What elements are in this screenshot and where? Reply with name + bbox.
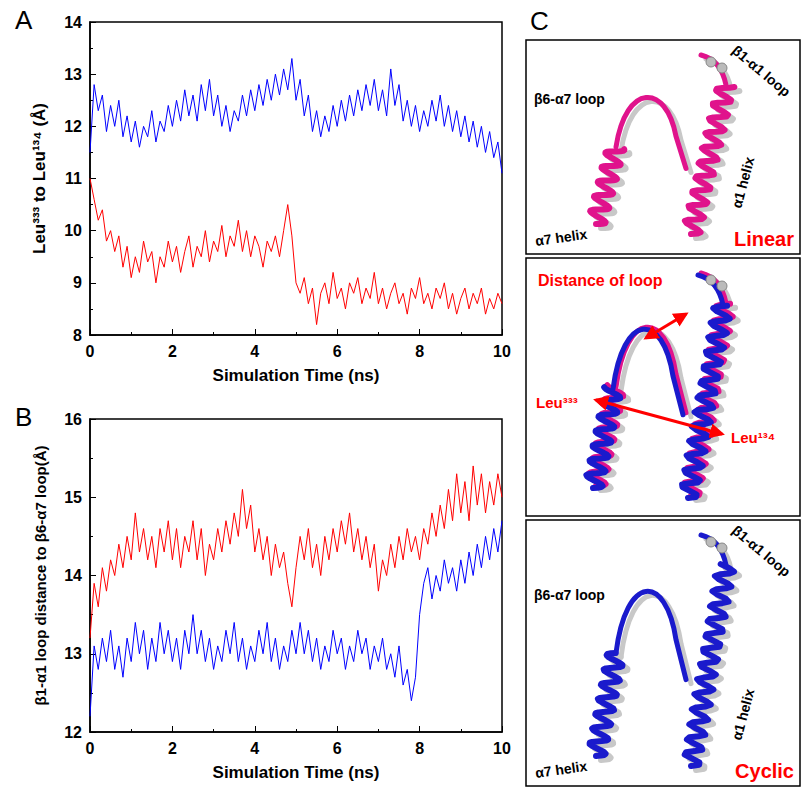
svg-text:16: 16 [64, 411, 82, 428]
svg-text:0: 0 [86, 343, 95, 360]
svg-text:9: 9 [73, 274, 82, 291]
svg-text:B: B [15, 402, 32, 432]
svg-text:12: 12 [64, 724, 82, 741]
svg-text:13: 13 [64, 66, 82, 83]
svg-text:β6-α7 loop: β6-α7 loop [534, 587, 605, 603]
svg-text:14: 14 [64, 14, 82, 31]
svg-text:10: 10 [493, 740, 511, 757]
svg-text:8: 8 [73, 327, 82, 344]
svg-text:Leu³³³ to Leu¹³⁴ (Å): Leu³³³ to Leu¹³⁴ (Å) [30, 103, 49, 254]
svg-text:2: 2 [168, 740, 177, 757]
svg-text:α7 helix: α7 helix [534, 758, 588, 781]
svg-text:14: 14 [64, 567, 82, 584]
svg-text:6: 6 [333, 343, 342, 360]
svg-text:A: A [15, 5, 33, 35]
svg-text:α1 helix: α1 helix [728, 155, 757, 210]
svg-text:α1 helix: α1 helix [728, 687, 757, 742]
svg-text:β6-α7 loop: β6-α7 loop [534, 91, 605, 107]
svg-text:2: 2 [168, 343, 177, 360]
svg-text:Leu³³³: Leu³³³ [536, 394, 578, 411]
svg-text:α7 helix: α7 helix [534, 226, 588, 249]
svg-text:Linear: Linear [734, 228, 794, 250]
svg-text:C: C [530, 6, 549, 36]
svg-text:Simulation Time (ns): Simulation Time (ns) [213, 366, 380, 385]
svg-text:Distance of loop: Distance of loop [538, 272, 663, 289]
svg-text:10: 10 [493, 343, 511, 360]
svg-text:12: 12 [64, 118, 82, 135]
svg-text:0: 0 [86, 740, 95, 757]
svg-text:8: 8 [415, 343, 424, 360]
svg-text:β1-α1 loop distance to β6-α7 l: β1-α1 loop distance to β6-α7 loop(Å) [32, 445, 49, 705]
svg-text:15: 15 [64, 489, 82, 506]
svg-text:13: 13 [64, 645, 82, 662]
svg-text:8: 8 [415, 740, 424, 757]
svg-text:4: 4 [250, 740, 259, 757]
svg-text:Cyclic: Cyclic [735, 760, 794, 782]
svg-text:6: 6 [333, 740, 342, 757]
svg-text:β1-α1 loop: β1-α1 loop [729, 522, 794, 580]
svg-text:β1-α1 loop: β1-α1 loop [729, 42, 794, 100]
svg-text:4: 4 [250, 343, 259, 360]
svg-text:Leu¹³⁴: Leu¹³⁴ [731, 429, 775, 446]
svg-text:10: 10 [64, 222, 82, 239]
svg-text:11: 11 [65, 170, 82, 187]
svg-text:Simulation Time (ns): Simulation Time (ns) [213, 763, 380, 782]
